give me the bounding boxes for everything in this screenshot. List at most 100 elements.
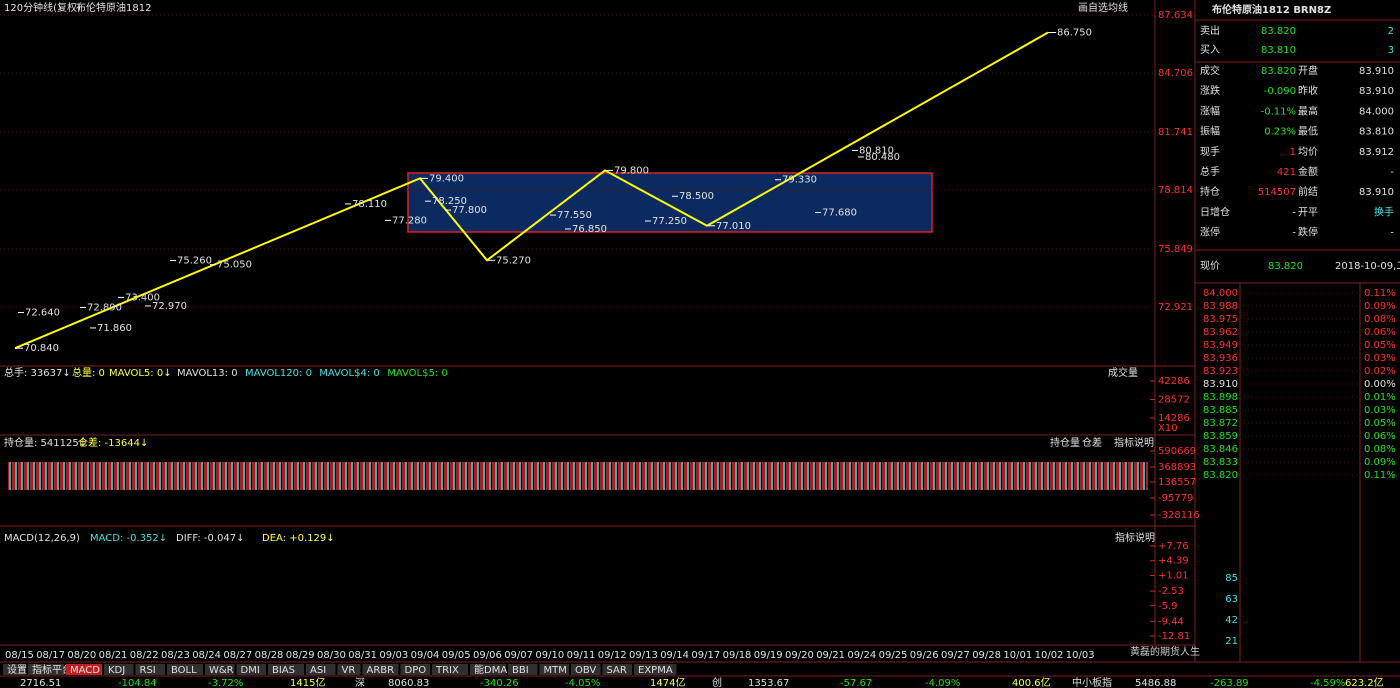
quote-value: 1 (1290, 147, 1296, 158)
volume-legend: MAVOL13: 0 (177, 368, 238, 379)
date-label: 09/25 (879, 650, 908, 661)
oi-tick-label: -95779 (1158, 493, 1193, 504)
date-label: 08/15 (5, 650, 34, 661)
tab[interactable] (508, 664, 538, 675)
quote-value: - (1390, 228, 1394, 239)
zigzag-label: 86.750 (1057, 28, 1092, 39)
ticker-item: -4.59% (1310, 678, 1345, 688)
date-label: 09/17 (691, 650, 720, 661)
macd-tick-label: -9.44 (1158, 616, 1184, 627)
ticker-item: -57.67 (840, 678, 872, 688)
ticker-item: 1474亿 (650, 676, 685, 688)
oi-legend: 仓差: -13644↓ (78, 436, 148, 449)
tab[interactable] (362, 664, 399, 675)
intraday-pct: 0.09% (1364, 457, 1396, 468)
date-label: 08/20 (67, 650, 96, 661)
macd-tick-label: -12.81 (1158, 631, 1190, 642)
date-label: 10/01 (1003, 650, 1032, 661)
tab-label[interactable]: RSI (140, 665, 156, 676)
annotation-label: 79.330 (782, 175, 817, 186)
tab[interactable] (337, 664, 361, 675)
date-label: 09/06 (473, 650, 502, 661)
quote-title: 布伦特原油1812 BRN8Z (1212, 3, 1331, 16)
tab-label[interactable]: BBI (512, 665, 529, 676)
tab-label[interactable]: OBV (575, 665, 596, 676)
date-label: 09/12 (598, 650, 627, 661)
tab-label[interactable]: ASI (310, 665, 326, 676)
macd-tick-label: +4.39 (1158, 556, 1189, 567)
annotation-label: 78.500 (679, 191, 714, 202)
date-label: 09/27 (941, 650, 970, 661)
zigzag-label: 79.400 (429, 173, 464, 184)
quote-value: 84.000 (1359, 106, 1394, 117)
tab-label[interactable]: DPO (405, 665, 427, 676)
annotation-label: 80.810 (859, 145, 894, 156)
tab-label[interactable]: DMI (241, 665, 260, 676)
tab-label[interactable]: 指标平台 (32, 663, 72, 676)
tab[interactable] (400, 664, 431, 675)
tab-label[interactable]: KDJ (108, 665, 125, 676)
tab-label[interactable]: W&R (209, 665, 234, 676)
quote-value: 83.912 (1359, 147, 1394, 158)
tab[interactable] (205, 664, 235, 675)
tab[interactable] (539, 664, 570, 675)
zigzag-label: 77.010 (716, 221, 751, 232)
tab-label[interactable]: ARBR (367, 665, 395, 676)
tab[interactable] (135, 664, 166, 675)
ticker-item: 8060.83 (388, 678, 429, 688)
quote-value: 0.23% (1264, 127, 1296, 138)
quote-value: 421 (1277, 167, 1296, 178)
tab-label[interactable]: 能DMA (474, 663, 507, 676)
quote-label: 最高 (1298, 104, 1318, 117)
tab[interactable] (470, 664, 506, 675)
quote-label: 金额 (1298, 165, 1318, 178)
quote-value: 83.810 (1261, 45, 1296, 56)
tab[interactable] (3, 664, 26, 675)
tab-label[interactable]: BOLL (171, 665, 197, 676)
tab[interactable] (66, 664, 102, 675)
tab-label[interactable]: SAR (607, 665, 627, 676)
annotation-label: 77.680 (822, 207, 857, 218)
period: 120分钟线(复权) (4, 1, 81, 14)
annotation-label: 78.110 (352, 199, 387, 210)
tab[interactable] (104, 664, 134, 675)
quote-value: 83.910 (1359, 66, 1394, 77)
tab-label[interactable]: MACD (70, 665, 100, 676)
tab-label[interactable]: MTM (544, 665, 567, 676)
oi-option: 持仓量 (1050, 436, 1080, 449)
tab[interactable] (236, 664, 267, 675)
date-label: 08/21 (99, 650, 128, 661)
tab-label[interactable]: EXPMA (638, 665, 673, 676)
date-label: 09/24 (847, 650, 876, 661)
tab-label[interactable]: TRIX (435, 665, 459, 676)
tab[interactable] (167, 664, 203, 675)
quote-label: 卖出 (1200, 24, 1220, 37)
tab-label[interactable]: VR (342, 665, 356, 676)
tab-label[interactable]: 设置 (7, 664, 27, 676)
tab[interactable] (432, 664, 468, 675)
tab[interactable] (602, 664, 633, 675)
intraday-price: 83.988 (1203, 301, 1238, 312)
date-label: 08/22 (130, 650, 159, 661)
intraday-pct: 0.11% (1364, 470, 1396, 481)
tab[interactable] (306, 664, 336, 675)
intraday-pct: 0.03% (1364, 405, 1396, 416)
zigzag-label: 70.840 (24, 343, 59, 354)
ticker-item: 创 (712, 676, 722, 688)
tab[interactable] (571, 664, 601, 675)
intraday-price: 83.949 (1203, 340, 1238, 351)
tab[interactable] (268, 664, 304, 675)
tab[interactable] (28, 664, 64, 675)
intraday-price: 83.885 (1203, 405, 1238, 416)
intraday-pct: 0.05% (1364, 340, 1396, 351)
tab-label[interactable]: BIAS (272, 665, 295, 676)
date-label: 09/14 (660, 650, 689, 661)
macd-tick-label: -5.9 (1158, 601, 1178, 612)
ticker-item: 400.6亿 (1012, 676, 1051, 688)
volume-legend: MAVOL$5: 0 (387, 368, 448, 379)
tab[interactable] (634, 664, 677, 675)
quote-value: 2 (1388, 26, 1394, 37)
intraday-pct: 0.05% (1364, 418, 1396, 429)
